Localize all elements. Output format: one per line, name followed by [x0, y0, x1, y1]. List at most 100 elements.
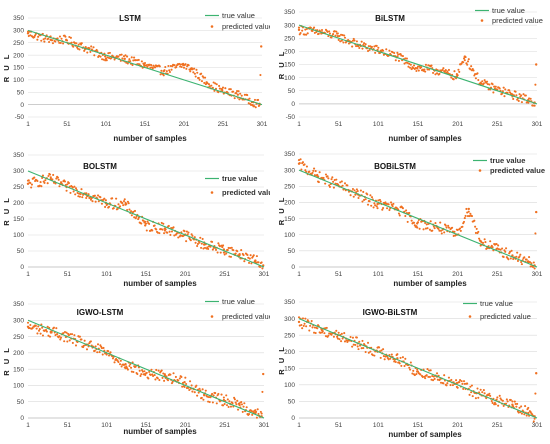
predicted-point: [52, 173, 55, 177]
predicted-point: [73, 334, 76, 337]
predicted-point: [520, 94, 523, 97]
predicted-point: [107, 52, 110, 55]
predicted-point: [40, 185, 43, 188]
predicted-point: [130, 214, 133, 217]
predicted-point: [226, 398, 229, 401]
predicted-point: [171, 380, 174, 383]
predicted-point: [34, 324, 37, 327]
predicted-point: [143, 61, 147, 65]
predicted-point: [327, 35, 330, 38]
predicted-point: [236, 408, 240, 411]
predicted-point: [355, 188, 358, 191]
predicted-point: [247, 256, 250, 259]
predicted-point: [313, 31, 316, 34]
predicted-point: [347, 42, 351, 45]
predicted-point: [225, 404, 229, 407]
predicted-point: [397, 53, 400, 56]
predicted-point: [243, 402, 246, 405]
predicted-point: [534, 392, 537, 395]
predicted-point: [100, 202, 103, 205]
predicted-point: [299, 31, 302, 35]
x-tick-label: 301: [259, 271, 270, 278]
predicted-point: [69, 36, 72, 39]
predicted-point: [347, 39, 350, 42]
predicted-point: [185, 240, 188, 243]
predicted-point: [118, 53, 122, 56]
predicted-point: [250, 410, 253, 413]
predicted-point: [535, 210, 538, 214]
x-tick-label: 51: [335, 271, 343, 278]
x-tick-label: 301: [532, 422, 543, 429]
predicted-point: [197, 391, 200, 394]
predicted-point: [254, 259, 257, 262]
predicted-point: [404, 214, 407, 218]
predicted-point: [87, 193, 90, 196]
predicted-point: [44, 179, 47, 182]
y-tick-label: 50: [288, 88, 296, 95]
predicted-point: [305, 165, 308, 168]
predicted-point: [428, 375, 431, 379]
predicted-point: [522, 93, 525, 96]
predicted-point: [336, 34, 340, 38]
predicted-point: [412, 221, 416, 224]
predicted-point: [118, 363, 122, 366]
predicted-point: [189, 380, 192, 383]
predicted-point: [38, 328, 41, 331]
predicted-point: [366, 50, 370, 53]
predicted-point: [211, 240, 214, 243]
predicted-point: [196, 242, 199, 246]
y-tick-label: 150: [13, 366, 24, 373]
predicted-point: [355, 40, 358, 43]
predicted-point: [392, 202, 395, 205]
predicted-point: [211, 248, 214, 251]
predicted-point: [399, 356, 402, 359]
predicted-point: [351, 39, 354, 42]
predicted-point: [168, 70, 172, 74]
y-axis-label: R U L: [277, 50, 286, 80]
predicted-point: [493, 85, 496, 88]
predicted-point: [466, 63, 469, 66]
predicted-point: [255, 416, 258, 419]
predicted-point: [332, 180, 335, 183]
predicted-point: [403, 210, 406, 213]
predicted-point: [200, 242, 203, 245]
predicted-point: [361, 47, 364, 50]
predicted-point: [356, 190, 359, 193]
predicted-point: [415, 69, 418, 73]
x-tick-label: 1: [297, 422, 301, 429]
predicted-point: [405, 57, 408, 60]
predicted-point: [132, 210, 135, 213]
predicted-point: [29, 181, 32, 185]
predicted-point: [475, 227, 478, 230]
predicted-point: [154, 66, 157, 69]
predicted-point: [525, 258, 528, 261]
predicted-point: [466, 60, 470, 63]
predicted-point: [515, 94, 518, 97]
predicted-point: [233, 97, 236, 100]
predicted-point: [387, 358, 390, 361]
predicted-point: [479, 388, 482, 391]
predicted-point: [339, 40, 342, 43]
predicted-point: [471, 395, 474, 398]
predicted-point: [456, 386, 459, 389]
predicted-point: [243, 260, 246, 263]
predicted-point: [333, 178, 336, 182]
y-tick-label: 250: [284, 183, 295, 190]
x-tick-label: 1: [26, 271, 30, 278]
predicted-point: [137, 58, 140, 61]
predicted-point: [328, 30, 331, 33]
x-tick-label: 51: [335, 422, 343, 429]
predicted-point: [487, 88, 490, 91]
predicted-point: [328, 32, 331, 35]
predicted-point: [26, 325, 30, 328]
predicted-point: [169, 373, 172, 376]
predicted-point: [141, 370, 144, 373]
predicted-point: [149, 66, 152, 69]
predicted-point: [240, 249, 243, 252]
predicted-point: [170, 68, 173, 71]
y-tick-label: 200: [284, 200, 295, 207]
predicted-point: [146, 220, 149, 223]
predicted-point: [104, 199, 107, 202]
predicted-point: [234, 252, 237, 255]
true-value-line: [27, 29, 263, 106]
